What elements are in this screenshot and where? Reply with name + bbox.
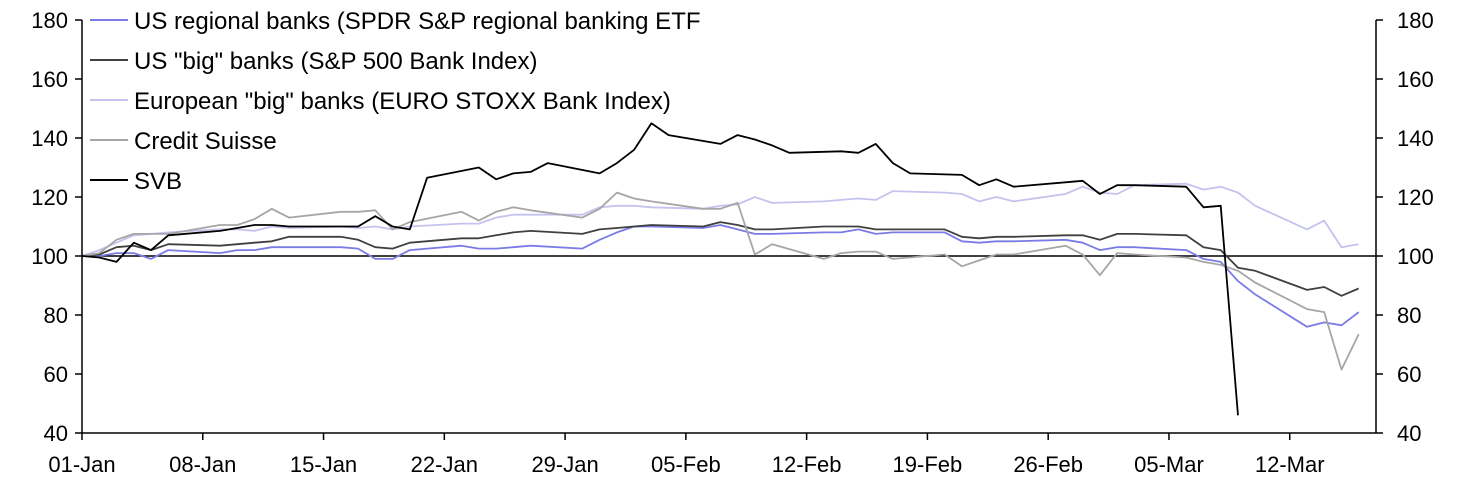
y-tick-label-left: 180 — [31, 8, 68, 33]
x-tick-label: 05-Feb — [651, 452, 721, 477]
y-tick-label-right: 40 — [1397, 421, 1421, 446]
x-tick-label: 26-Feb — [1013, 452, 1083, 477]
axes-layer: 40 40 60 60 80 80 100 100 120 120 140 140 160 160 180 1… — [31, 8, 1433, 477]
y-tick-label-right: 120 — [1397, 185, 1434, 210]
y-tick-label-right: 160 — [1397, 67, 1434, 92]
y-tick-label-left: 80 — [44, 303, 68, 328]
y-tick-label-right: 80 — [1397, 303, 1421, 328]
y-tick-label-left: 120 — [31, 185, 68, 210]
legend-label: US regional banks (SPDR S&P regional ban… — [134, 8, 701, 35]
y-tick-label-right: 100 — [1397, 244, 1434, 269]
x-tick-label: 29-Jan — [531, 452, 598, 477]
legend-item: US regional banks (SPDR S&P regional ban… — [90, 8, 701, 35]
series-layer — [81, 122, 1360, 416]
y-tick-label-left: 60 — [44, 362, 68, 387]
legend-item: European "big" banks (EURO STOXX Bank In… — [90, 88, 671, 115]
x-tick-label: 19-Feb — [893, 452, 963, 477]
legend-label: Credit Suisse — [134, 128, 277, 155]
y-tick-label-left: 140 — [31, 126, 68, 151]
y-tick-label-left: 160 — [31, 67, 68, 92]
y-tick-label-right: 140 — [1397, 126, 1434, 151]
legend-item: US "big" banks (S&P 500 Bank Index) — [90, 48, 538, 75]
series-line-2 — [81, 221, 1360, 297]
legend-item: Credit Suisse — [90, 128, 277, 155]
x-tick-label: 05-Mar — [1134, 452, 1204, 477]
legend: US regional banks (SPDR S&P regional ban… — [90, 8, 701, 195]
x-tick-label: 01-Jan — [48, 452, 115, 477]
series-line-5 — [81, 122, 1239, 416]
x-tick-label: 15-Jan — [290, 452, 357, 477]
x-tick-label: 12-Mar — [1255, 452, 1325, 477]
x-tick-label: 22-Jan — [411, 452, 478, 477]
series-line-4 — [81, 191, 1360, 371]
x-tick-label: 12-Feb — [772, 452, 842, 477]
y-tick-label-left: 40 — [44, 421, 68, 446]
x-tick-label: 08-Jan — [169, 452, 236, 477]
series-line-1 — [82, 224, 1360, 328]
series-line-3 — [81, 182, 1359, 257]
y-tick-label-right: 180 — [1397, 8, 1434, 33]
legend-item: SVB — [90, 168, 182, 195]
legend-label: European "big" banks (EURO STOXX Bank In… — [134, 88, 671, 115]
legend-label: SVB — [134, 168, 182, 195]
legend-label: US "big" banks (S&P 500 Bank Index) — [134, 48, 538, 75]
y-tick-label-left: 100 — [31, 244, 68, 269]
y-tick-label-right: 60 — [1397, 362, 1421, 387]
